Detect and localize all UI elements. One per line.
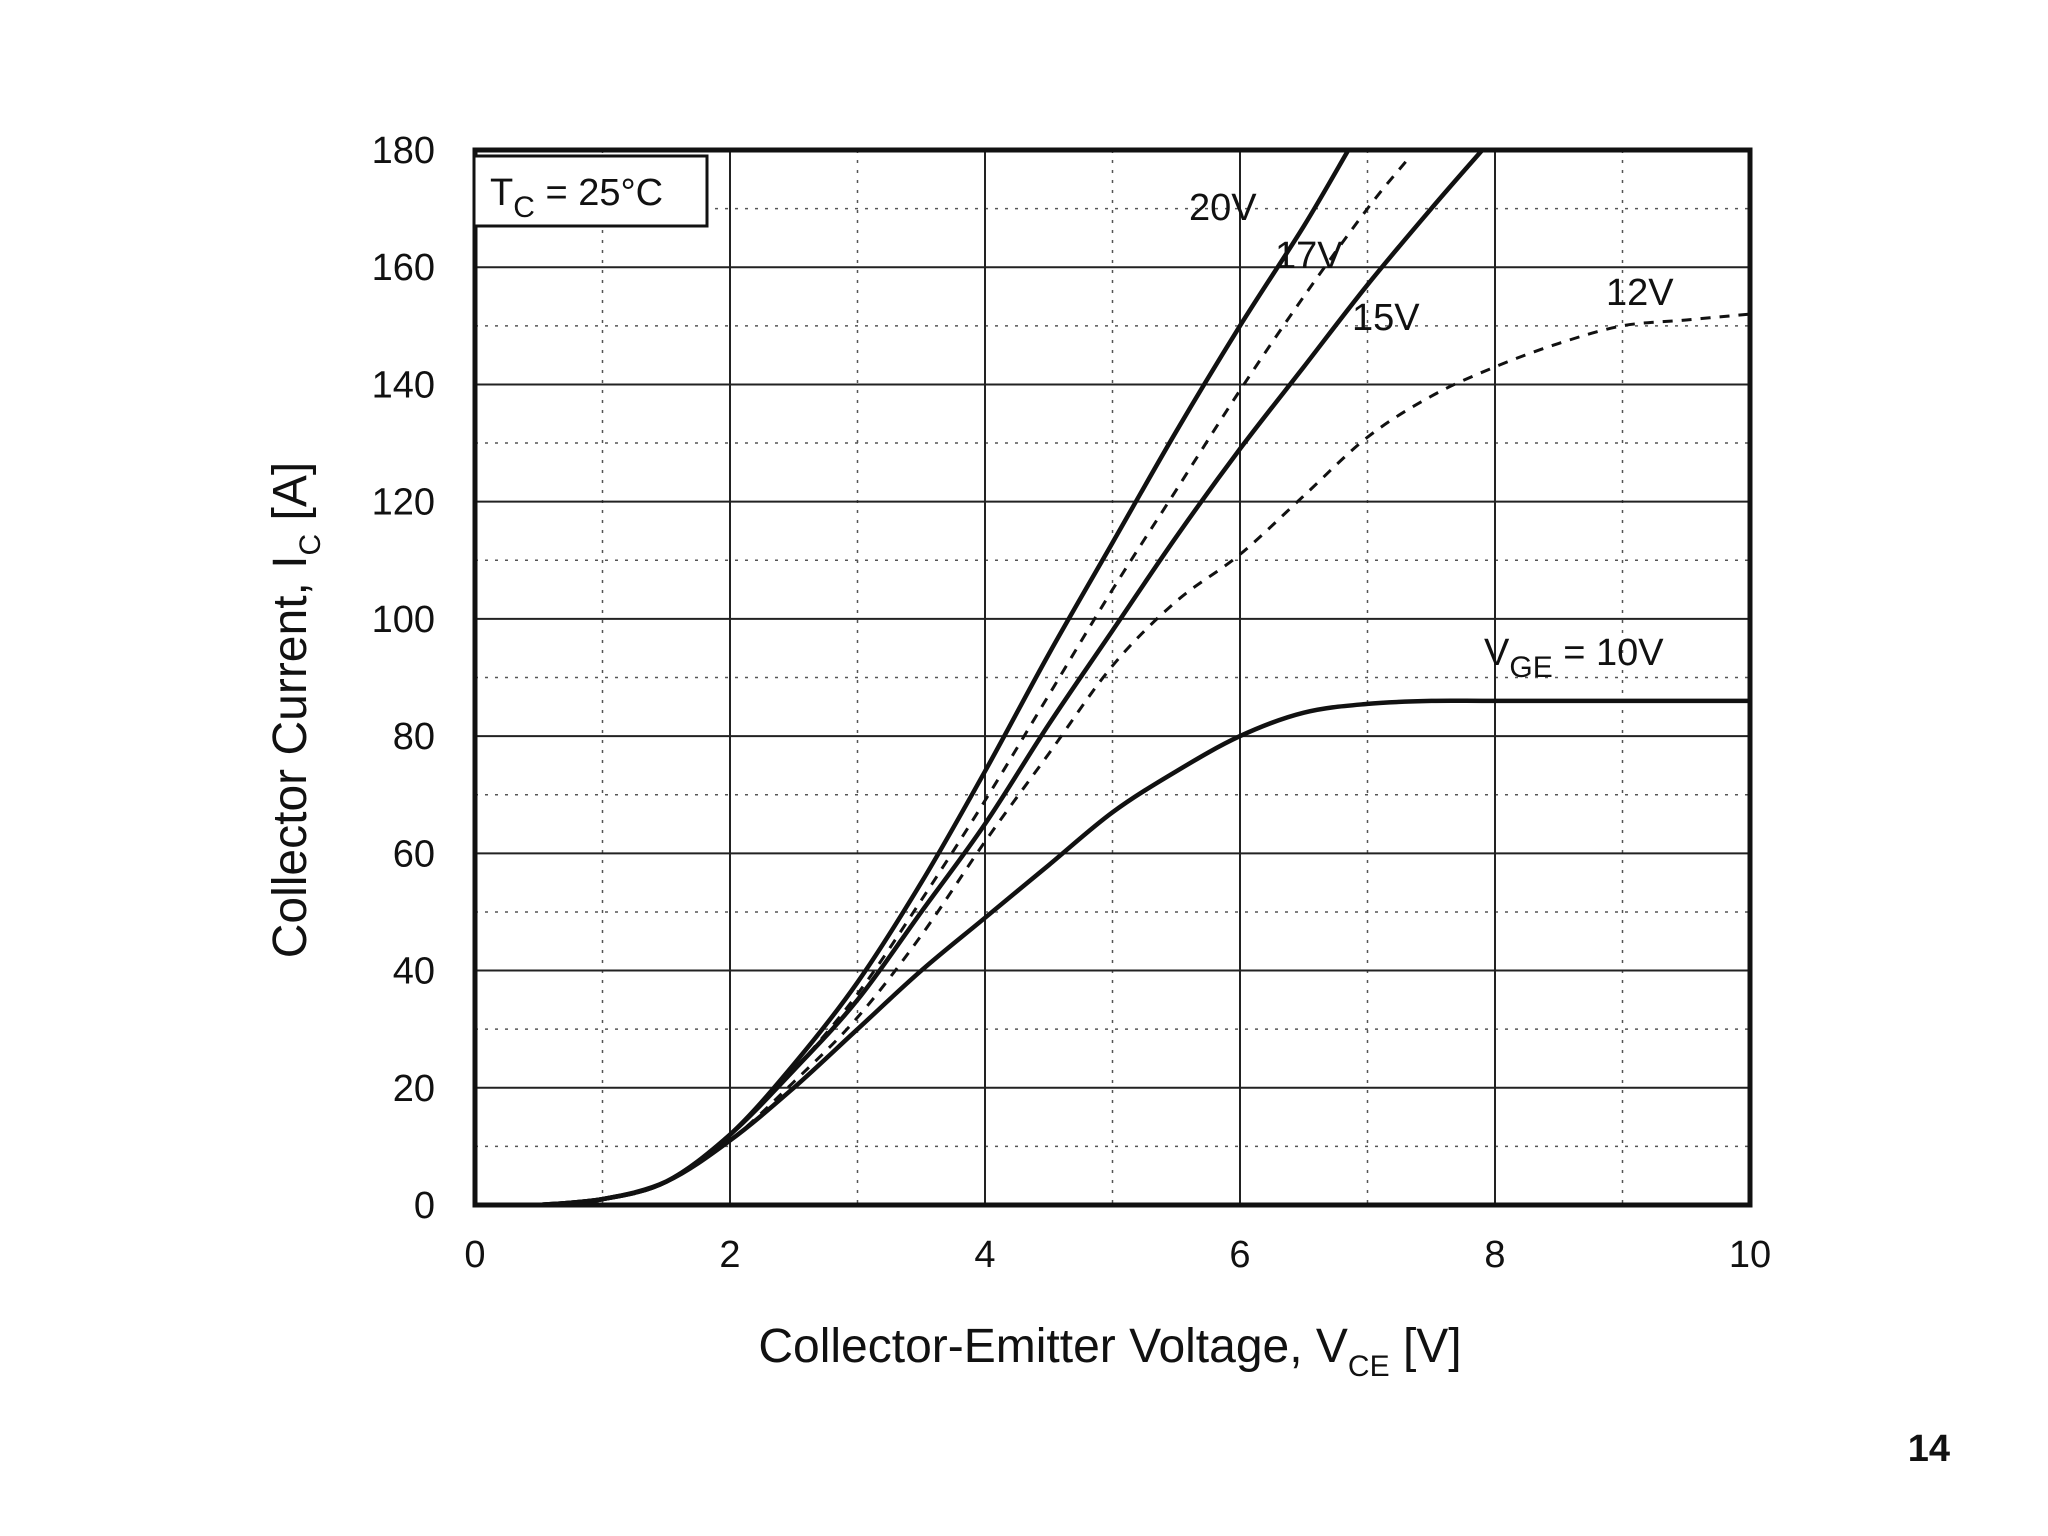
y-axis-title-sub: C: [294, 534, 327, 556]
series-label-10v: VGE = 10V: [1484, 632, 1664, 684]
x-axis-title: Collector-Emitter Voltage, VCE [V]: [758, 1320, 1461, 1383]
x-tick-label: 2: [719, 1234, 740, 1276]
series-label-17v: 17V: [1275, 235, 1343, 277]
y-axis-title-main: Collector Current, I: [264, 555, 317, 958]
series-label-12v: 12V: [1606, 272, 1674, 314]
minor-grid: [475, 150, 1750, 1205]
vge-equals: =: [1553, 632, 1596, 674]
y-tick-label: 40: [393, 951, 435, 993]
major-grid: [475, 150, 1750, 1205]
y-tick-label: 180: [372, 130, 435, 172]
y-tick-label: 20: [393, 1068, 435, 1110]
x-tick-label: 0: [464, 1234, 485, 1276]
x-tick-labels: 0 2 4 6 8 10: [464, 1234, 1771, 1276]
condition-value: = 25°C: [535, 172, 663, 214]
page-number: 14: [1907, 1428, 1950, 1470]
y-tick-label: 80: [393, 716, 435, 758]
y-tick-label: 140: [372, 364, 435, 406]
x-tick-label: 10: [1729, 1234, 1771, 1276]
condition-symbol: T: [490, 172, 513, 214]
plot-frame: [472, 147, 1753, 1208]
series-layer: [538, 148, 1751, 1208]
y-axis-title-unit: [A]: [264, 462, 317, 534]
y-tick-label: 60: [393, 833, 435, 875]
y-tick-label: 0: [414, 1185, 435, 1227]
y-axis-title: Collector Current, IC [A]: [264, 462, 327, 959]
series-line-10v: [538, 698, 1750, 1208]
y-tick-label: 100: [372, 599, 435, 641]
x-tick-label: 4: [974, 1234, 995, 1276]
vge-value: 10V: [1596, 632, 1664, 674]
condition-box: TC = 25°C: [472, 154, 709, 228]
series-line-12v: [538, 312, 1751, 1207]
y-tick-label: 160: [372, 247, 435, 289]
vge-subscript: GE: [1509, 651, 1552, 684]
x-axis-title-unit: [V]: [1390, 1320, 1462, 1373]
x-tick-label: 6: [1229, 1234, 1250, 1276]
series-label-15v: 15V: [1352, 297, 1420, 339]
y-tick-label: 120: [372, 482, 435, 524]
x-axis-title-sub: CE: [1348, 1350, 1390, 1383]
condition-subscript: C: [513, 191, 535, 224]
vge-symbol: V: [1484, 632, 1510, 674]
y-tick-labels: 0 20 40 60 80 100 120 140 160 180: [372, 130, 435, 1227]
condition-label: TC = 25°C: [490, 172, 663, 224]
series-line-15v: [538, 148, 1484, 1208]
series-line-17v: [538, 160, 1407, 1207]
series-label-20v: 20V: [1189, 187, 1257, 229]
x-axis-title-main: Collector-Emitter Voltage, V: [758, 1320, 1348, 1373]
x-tick-label: 8: [1484, 1234, 1505, 1276]
